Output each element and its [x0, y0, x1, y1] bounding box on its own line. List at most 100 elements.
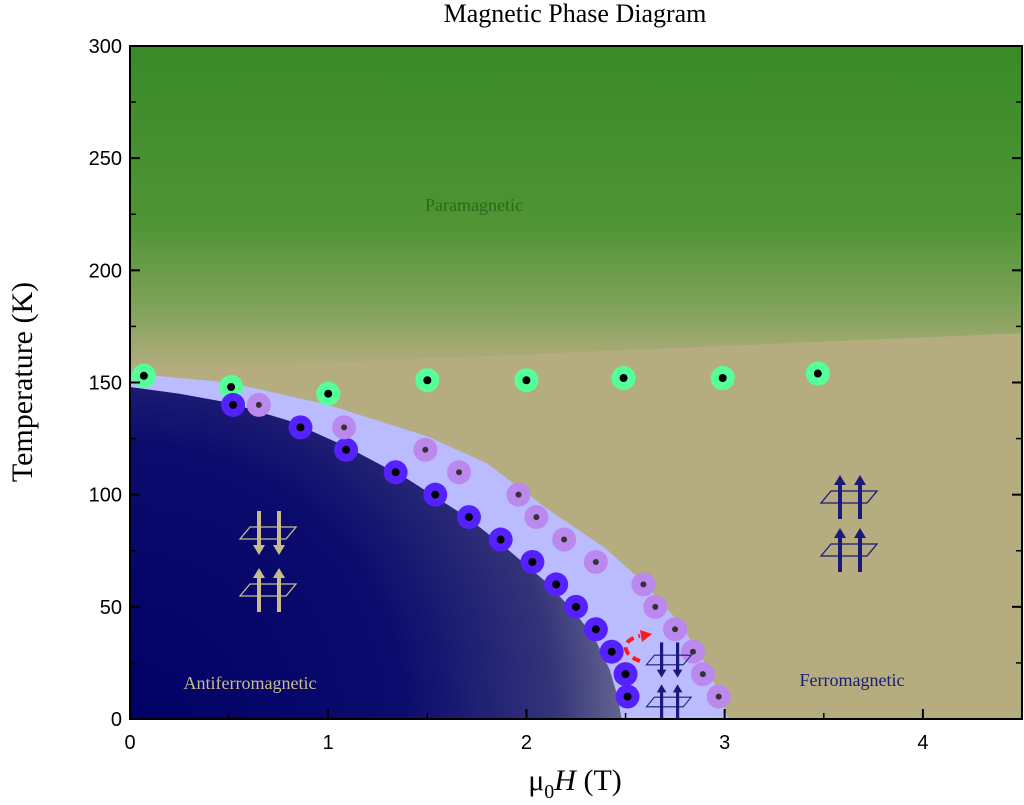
transition-point-ferro — [643, 594, 668, 619]
data-point-center — [522, 376, 531, 385]
transition-point-afm — [383, 460, 408, 485]
spin-up-pair-icon — [819, 475, 879, 519]
transition-point-afm — [334, 437, 359, 462]
arrow-up-icon — [854, 475, 866, 485]
transition-point-ferro — [631, 572, 656, 597]
data-point-center — [619, 374, 628, 383]
arrow-up-icon — [854, 528, 866, 538]
transition-point-ferro — [680, 639, 705, 664]
data-point-center — [689, 648, 696, 655]
x-axis-label: μ0H (T) — [528, 764, 622, 803]
region-label-antiferromagnetic: Antiferromagnetic — [184, 673, 317, 693]
y-tick-label: 150 — [89, 373, 122, 395]
arrow-up-icon — [656, 684, 667, 693]
plane-icon — [238, 583, 298, 597]
y-tick-label: 200 — [89, 260, 122, 282]
transition-point-paramagnetic — [131, 363, 156, 388]
data-point-center — [229, 400, 238, 409]
arrow-up-icon — [273, 568, 285, 578]
transition-point-ferro — [552, 527, 577, 552]
spin-down-pair-icon — [645, 642, 693, 678]
plane-icon — [645, 696, 693, 708]
y-tick-label: 300 — [89, 36, 122, 58]
transition-point-paramagnetic — [219, 374, 244, 399]
data-point-center — [592, 558, 599, 565]
data-point-center — [464, 513, 473, 522]
transition-point-paramagnetic — [710, 366, 735, 391]
plane-icon — [819, 543, 879, 557]
data-point-center — [431, 490, 440, 499]
transition-point-afm — [423, 482, 448, 507]
data-point-center — [813, 369, 822, 378]
red-arrowhead-icon — [640, 630, 652, 642]
region-label-ferromagnetic: Ferromagnetic — [800, 670, 905, 690]
transition-point-afm — [488, 527, 513, 552]
data-point-center — [528, 557, 537, 566]
plane-icon — [238, 526, 298, 540]
data-point-center — [422, 446, 429, 453]
axes: 0 1 2 3 4 0 50 100 150 200 250 300 — [89, 36, 1023, 754]
transition-point-afm — [583, 617, 608, 642]
spin-up-pair-icon — [819, 528, 879, 572]
data-point-center — [342, 445, 351, 454]
y-tick-label: 0 — [111, 709, 122, 731]
antiferromagnetic-region — [130, 386, 622, 719]
y-tick-label: 250 — [89, 148, 122, 170]
transition-point-ferro — [246, 392, 271, 417]
arrow-down-icon — [672, 669, 683, 678]
data-point-center — [296, 423, 305, 432]
red-dashed-arrow — [623, 634, 641, 663]
transition-point-ferro — [690, 662, 715, 687]
plot-area — [130, 46, 1022, 719]
x-tick-label: 4 — [917, 732, 928, 754]
data-point-center — [715, 693, 722, 700]
x-tick-label: 3 — [719, 732, 730, 754]
data-point-center — [652, 603, 659, 610]
arrow-down-icon — [253, 545, 265, 555]
transition-point-afm — [613, 662, 638, 687]
data-point-center — [423, 376, 432, 385]
paramagnetic-region — [130, 46, 1022, 372]
data-point-center — [341, 424, 348, 431]
data-point-center — [456, 469, 463, 476]
transition-point-afm — [615, 684, 640, 709]
data-point-center — [623, 692, 632, 701]
arrow-up-icon — [253, 568, 265, 578]
plane-icon — [645, 654, 693, 666]
transition-point-ferro — [583, 549, 608, 574]
data-point-center — [699, 671, 706, 678]
arrow-down-icon — [273, 545, 285, 555]
data-point-center — [591, 625, 600, 634]
transition-point-paramagnetic — [415, 368, 440, 393]
spin-up-pair-icon — [645, 684, 693, 720]
transition-point-afm — [599, 639, 624, 664]
y-tick-label: 50 — [100, 597, 122, 619]
data-point-center — [640, 581, 647, 588]
transition-point-paramagnetic — [611, 366, 636, 391]
transition-point-afm — [564, 594, 588, 619]
transition-point-afm — [544, 572, 569, 597]
data-point-center — [607, 647, 616, 656]
transition-point-ferro — [524, 505, 549, 530]
y-tick-label: 100 — [89, 485, 122, 507]
transition-point-ferro — [447, 460, 472, 485]
x-tick-label: 2 — [521, 732, 532, 754]
transition-point-ferro — [506, 482, 531, 507]
transition-point-ferro — [413, 437, 438, 462]
transition-point-ferro — [663, 617, 688, 642]
arrow-down-icon — [656, 669, 667, 678]
data-point-center — [552, 580, 561, 589]
y-axis-label: Temperature (K) — [6, 282, 39, 482]
spin-icons — [238, 475, 879, 720]
data-point-center — [324, 389, 333, 398]
transition-point-paramagnetic — [316, 381, 341, 406]
data-point-center — [621, 670, 630, 679]
data-point-center — [255, 401, 262, 408]
chart-title: Magnetic Phase Diagram — [444, 0, 707, 28]
transition-point-afm — [456, 505, 481, 530]
spin-up-pair-icon — [238, 568, 298, 612]
region-label-paramagnetic: Paramagnetic — [425, 195, 523, 215]
data-point-center — [227, 382, 236, 391]
data-point-center — [515, 491, 522, 498]
